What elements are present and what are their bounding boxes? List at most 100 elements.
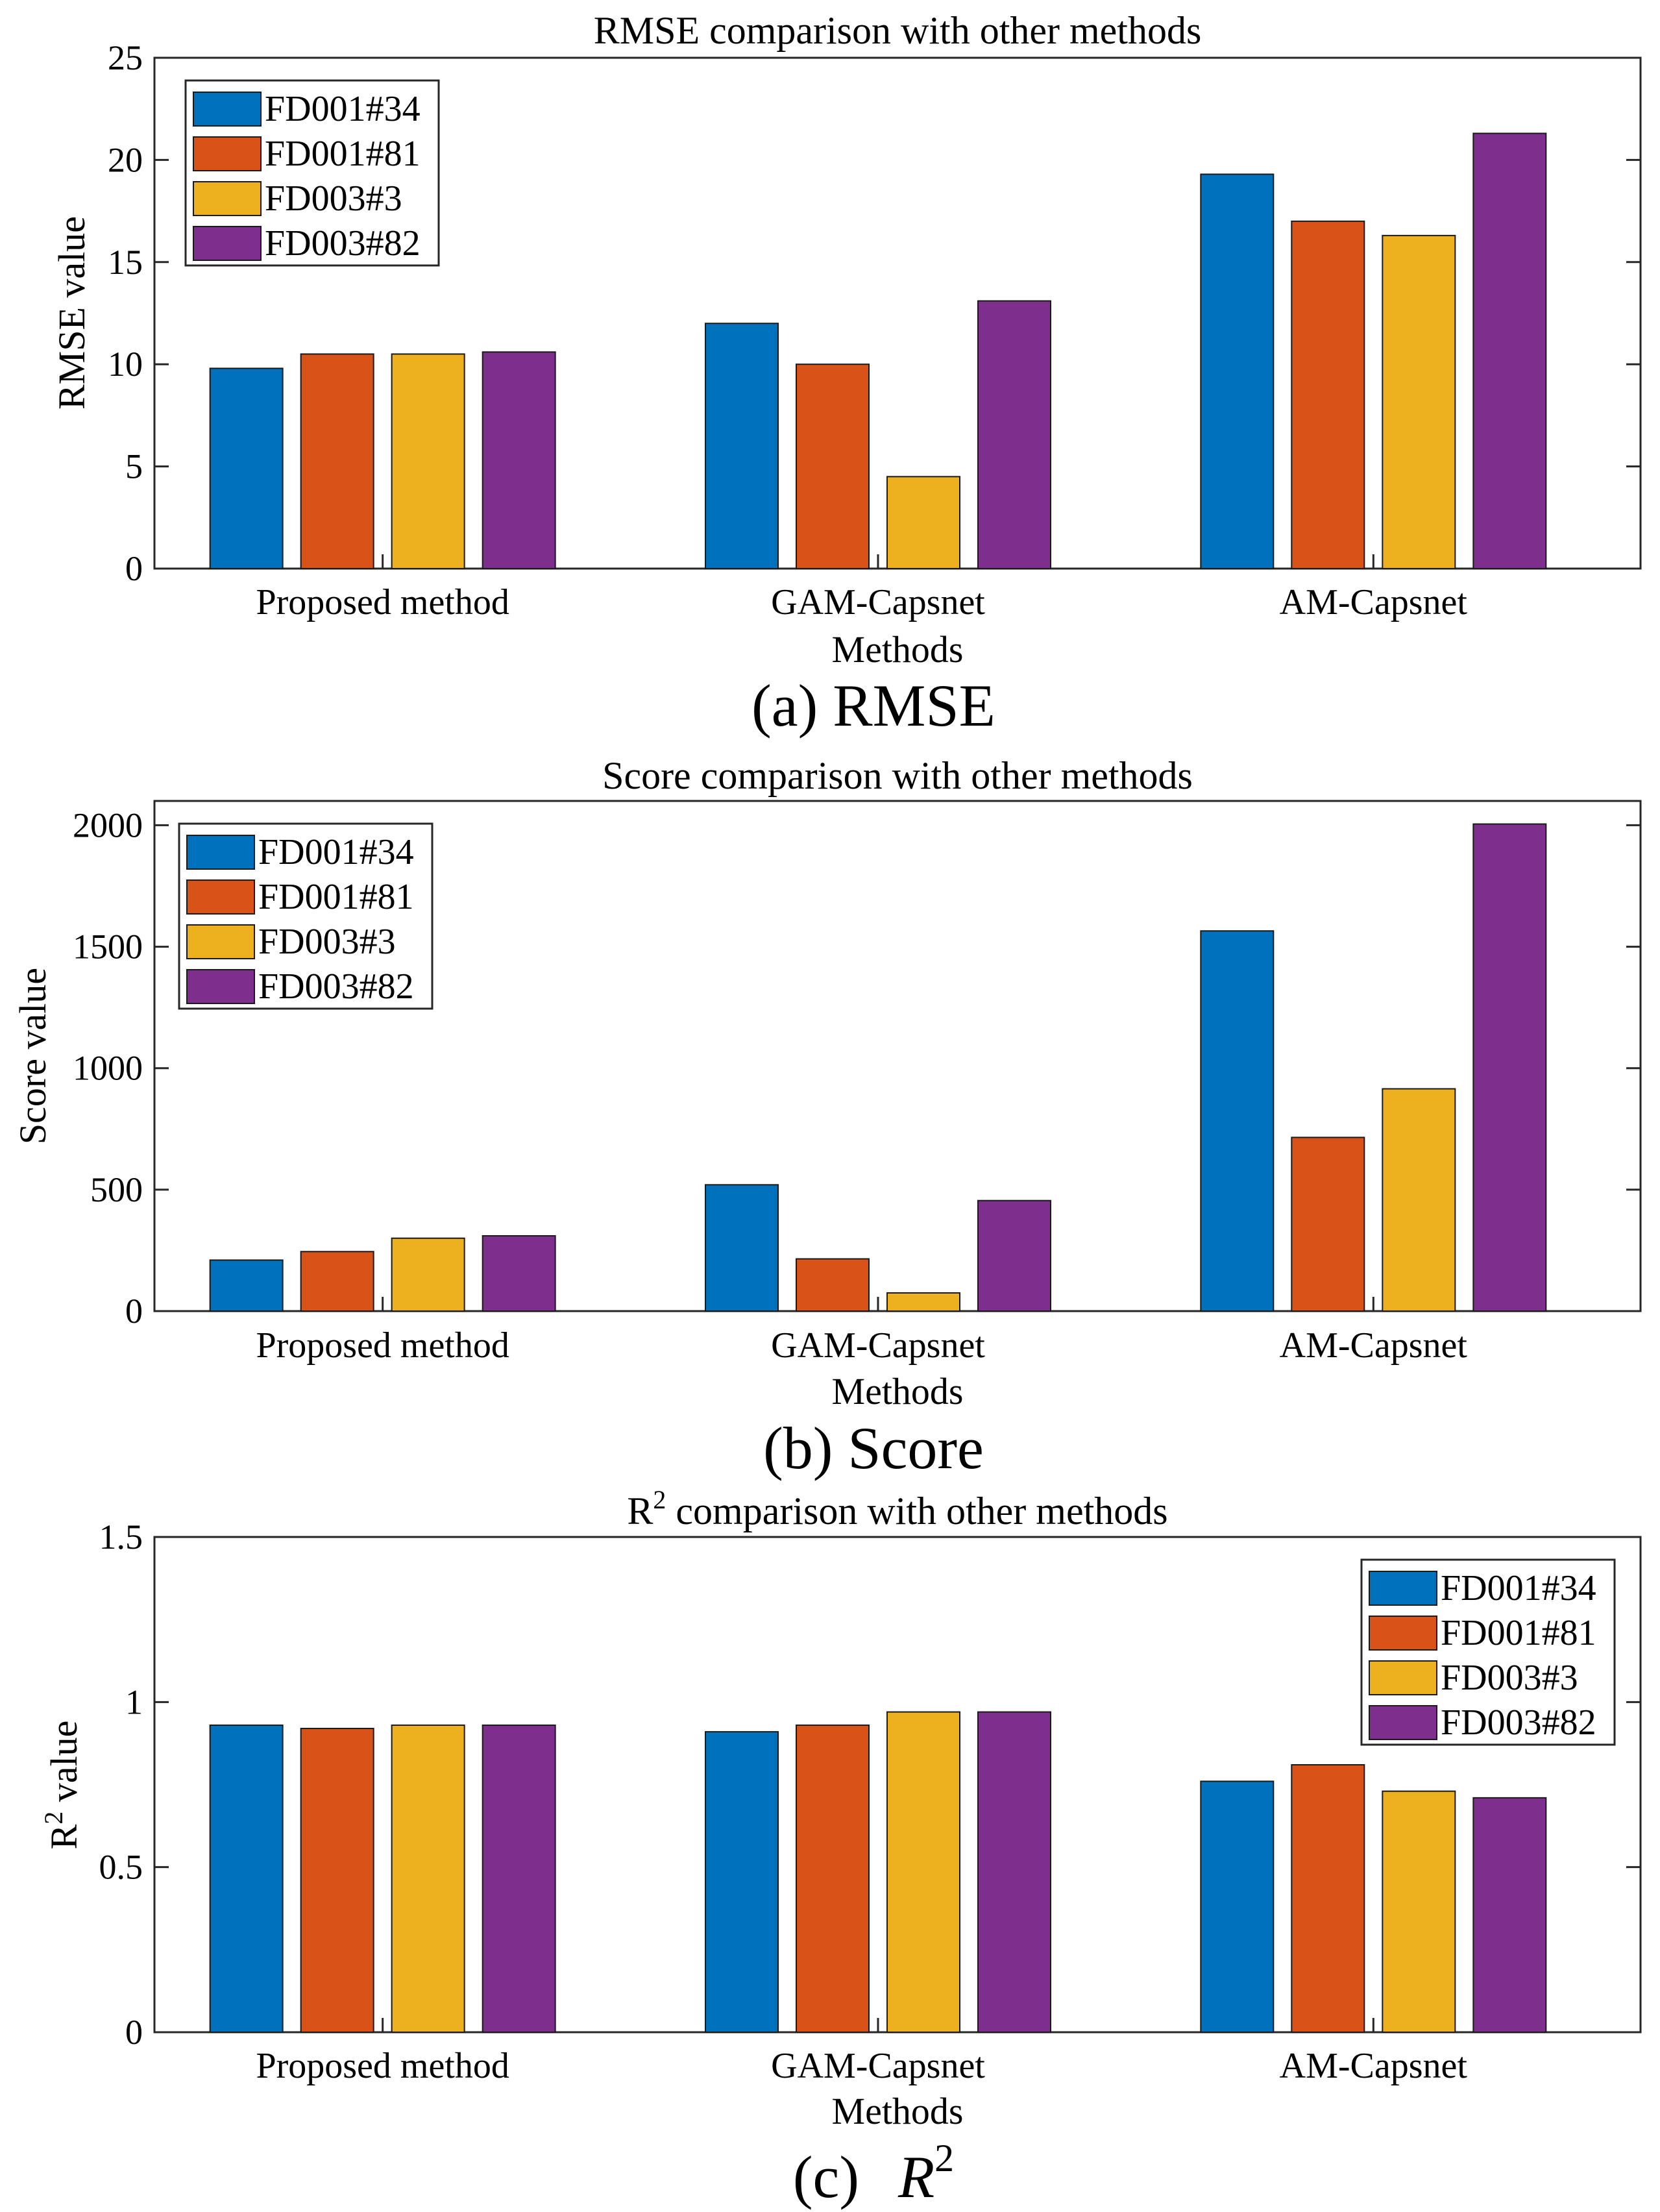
y-tick-label: 0.5 xyxy=(99,1848,143,1887)
legend-label: FD003#82 xyxy=(265,223,421,264)
x-category-label: Proposed method xyxy=(256,582,509,622)
bar xyxy=(482,351,556,569)
chart-rmse-title: RMSE comparison with other methods xyxy=(594,9,1202,52)
x-category-label: Proposed method xyxy=(256,2046,509,2086)
chart-rmse-bars xyxy=(209,132,1547,570)
x-category-label: GAM-Capsnet xyxy=(771,1325,985,1366)
legend-label: FD003#82 xyxy=(1441,1702,1596,1743)
chart-r2-caption-sup: 2 xyxy=(934,2137,954,2180)
legend-label: FD001#81 xyxy=(265,134,421,174)
bar xyxy=(391,1724,465,2033)
chart-score: Score comparison with other methods 0 500… xyxy=(12,754,1642,1481)
chart-r2: R2 comparison with other methods 00.511.… xyxy=(39,1485,1642,2210)
bar xyxy=(1200,173,1275,570)
bar xyxy=(1472,1797,1547,2033)
x-category-label: GAM-Capsnet xyxy=(771,582,985,622)
bar xyxy=(796,1258,870,1312)
bar xyxy=(482,1724,556,2033)
y-tick-label: 1000 xyxy=(73,1049,143,1088)
legend-swatch xyxy=(193,181,262,216)
chart-score-caption: (b) Score xyxy=(763,1415,984,1481)
bar xyxy=(705,323,779,569)
y-tick-label: 1500 xyxy=(73,928,143,966)
bar xyxy=(482,1235,556,1312)
bar xyxy=(705,1731,779,2033)
bar xyxy=(886,1711,960,2033)
y-tick-label: 10 xyxy=(108,345,143,384)
chart-rmse-caption: (a) RMSE xyxy=(751,672,995,739)
bar xyxy=(796,363,870,569)
chart-score-xlabel: Methods xyxy=(832,1370,964,1412)
bar xyxy=(1382,1088,1456,1312)
bar xyxy=(1200,930,1275,1312)
chart-r2-y-axis: 0 0.5 1 1.5 xyxy=(99,1518,1641,2052)
chart-rmse-xlabel: Methods xyxy=(832,628,964,670)
legend-swatch xyxy=(1369,1616,1437,1651)
bar xyxy=(391,1237,465,1312)
chart-rmse-y-axis: 0 5 10 15 20 25 xyxy=(108,38,1641,588)
x-category-label: AM-Capsnet xyxy=(1280,2046,1468,2086)
chart-r2-caption-symbol: R xyxy=(897,2144,934,2210)
bar xyxy=(977,1711,1051,2033)
y-tick-label: 0 xyxy=(125,549,143,588)
chart-score-bars xyxy=(209,823,1547,1312)
bar xyxy=(209,367,284,569)
x-category-label: AM-Capsnet xyxy=(1280,1325,1468,1366)
x-category-label: AM-Capsnet xyxy=(1280,582,1468,622)
chart-score-title: Score comparison with other methods xyxy=(602,754,1193,797)
legend-label: FD003#3 xyxy=(258,922,396,962)
bar xyxy=(1472,823,1547,1312)
chart-score-x-axis: Proposed method GAM-Capsnet AM-Capsnet xyxy=(256,1297,1467,1366)
chart-r2-ylabel: R2 value xyxy=(39,1721,85,1850)
legend-label: FD003#3 xyxy=(265,178,402,219)
bar xyxy=(391,353,465,570)
bar xyxy=(300,1728,374,2033)
chart-r2-ylabel-rest: value xyxy=(43,1721,85,1812)
legend-swatch xyxy=(1369,1705,1437,1740)
bar xyxy=(1472,132,1547,569)
legend-swatch xyxy=(186,835,255,870)
legend-swatch xyxy=(1369,1571,1437,1606)
legend-swatch xyxy=(193,226,262,261)
legend-swatch xyxy=(186,879,255,915)
bar xyxy=(886,476,960,570)
chart-score-ylabel: Score value xyxy=(12,968,54,1144)
legend-label: FD003#3 xyxy=(1441,1658,1578,1698)
chart-r2-title-rest: comparison with other methods xyxy=(666,1490,1167,1532)
y-tick-label: 500 xyxy=(90,1170,143,1209)
bar xyxy=(1291,220,1365,569)
chart-r2-caption: (c) R2 xyxy=(793,2137,954,2210)
bar xyxy=(705,1184,779,1312)
y-tick-label: 0 xyxy=(125,2013,143,2052)
chart-r2-x-axis: Proposed method GAM-Capsnet AM-Capsnet xyxy=(256,2018,1467,2086)
legend-label: FD003#82 xyxy=(258,966,414,1007)
x-category-label: Proposed method xyxy=(256,1325,509,1366)
bar xyxy=(1382,234,1456,570)
chart-r2-ylabel-main: R xyxy=(43,1824,85,1849)
bar xyxy=(796,1724,870,2033)
bar xyxy=(977,1199,1051,1312)
y-tick-label: 0 xyxy=(125,1292,143,1331)
y-tick-label: 1.5 xyxy=(99,1518,143,1556)
chart-rmse-ylabel: RMSE value xyxy=(51,216,93,410)
chart-rmse: RMSE comparison with other methods 0 5 10 1… xyxy=(51,9,1642,739)
y-tick-label: 15 xyxy=(108,243,143,282)
legend-swatch xyxy=(186,924,255,959)
legend-label: FD001#81 xyxy=(1441,1613,1596,1653)
y-tick-label: 1 xyxy=(125,1682,143,1721)
bar xyxy=(886,1292,960,1312)
legend-swatch xyxy=(1369,1660,1437,1695)
bar xyxy=(1291,1137,1365,1312)
chart-r2-xlabel: Methods xyxy=(832,2090,964,2132)
legend-label: FD001#34 xyxy=(1441,1568,1596,1608)
x-category-label: GAM-Capsnet xyxy=(771,2046,985,2086)
chart-r2-bars xyxy=(209,1711,1547,2033)
legend-swatch xyxy=(193,92,262,127)
chart-r2-caption-prefix: (c) xyxy=(793,2144,859,2210)
bar xyxy=(300,1251,374,1312)
legend-label: FD001#34 xyxy=(258,832,414,872)
y-tick-label: 2000 xyxy=(73,805,143,844)
bar xyxy=(209,1259,284,1312)
